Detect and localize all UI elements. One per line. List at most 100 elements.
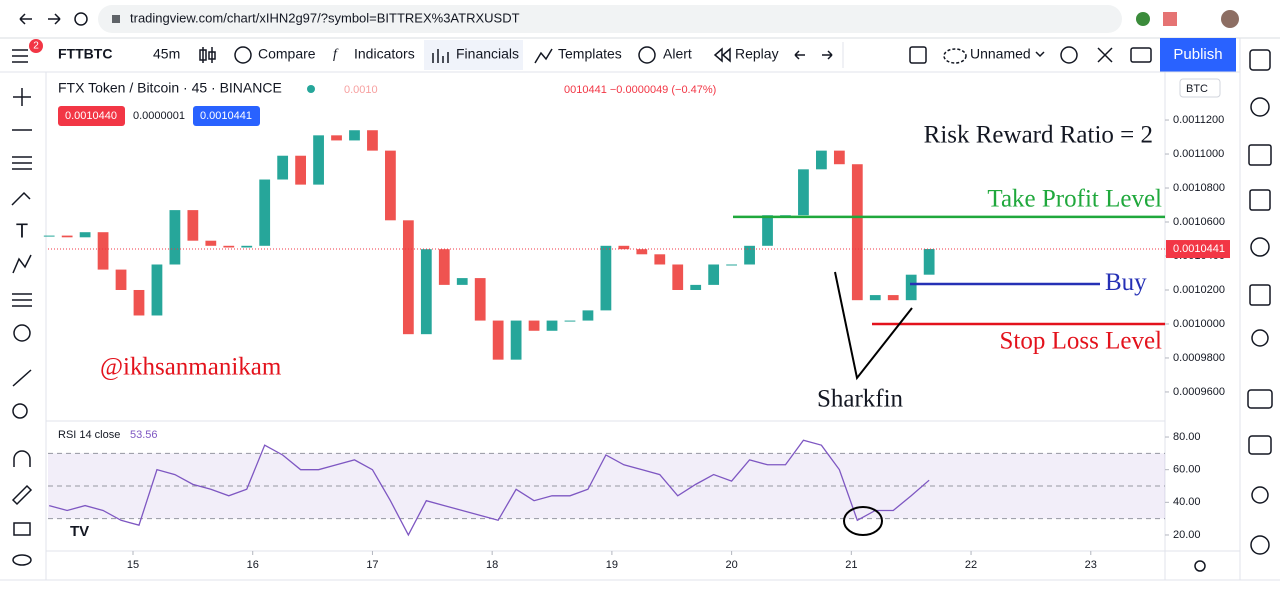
chats-button[interactable] (1247, 389, 1273, 409)
candle (887, 295, 899, 301)
y-tick-label: 0.0010800 (1173, 182, 1225, 194)
streams-button[interactable] (1251, 486, 1269, 504)
candle (851, 164, 863, 301)
y-tick-label: 0.0010200 (1173, 284, 1225, 296)
publish-button[interactable]: Publish (1173, 46, 1222, 63)
alert-button[interactable]: Alert (663, 46, 692, 62)
candle (582, 310, 594, 321)
indicators-button[interactable]: Indicators (354, 46, 415, 62)
top-toolbar: 2 FTTBTC 45m Compare f Indicators Financ… (12, 38, 1236, 72)
snapshot-button[interactable] (1130, 47, 1152, 63)
lock-icon (112, 15, 120, 23)
candle (833, 150, 845, 165)
candle (313, 135, 324, 185)
y-tick-label: 0.0009800 (1173, 352, 1225, 364)
replay-icon (713, 47, 731, 63)
y-tick-label: 60.00 (1173, 464, 1201, 476)
profile-icon[interactable] (1221, 10, 1239, 28)
layout-button[interactable] (909, 46, 927, 64)
financials-button[interactable]: Financials (456, 46, 519, 62)
layout-name[interactable]: Unnamed (970, 46, 1031, 62)
templates-button[interactable]: Templates (558, 46, 622, 62)
text-tool[interactable]: T (16, 220, 28, 242)
magnet-tool[interactable] (13, 450, 31, 467)
publish-bg[interactable] (1160, 38, 1236, 72)
address-bar[interactable] (98, 5, 1122, 33)
rsi-value: 53.56 (130, 429, 158, 441)
undo-button[interactable] (794, 50, 805, 60)
level-label: Stop Loss Level (1000, 328, 1163, 355)
author-note: @ikhsanmanikam (100, 354, 282, 381)
fib-tool[interactable] (12, 156, 32, 170)
candle (223, 245, 235, 248)
y-tick-label: 20.00 (1173, 529, 1201, 541)
pattern-tool[interactable] (12, 254, 32, 274)
hotlist-button[interactable] (1250, 237, 1270, 257)
candle (151, 264, 163, 316)
back-button[interactable] (19, 13, 32, 25)
compare-button[interactable]: Compare (258, 46, 316, 62)
hide-tool[interactable] (12, 554, 32, 566)
settings-button[interactable] (1060, 46, 1078, 64)
fullscreen-button[interactable] (1097, 47, 1113, 63)
candle (618, 245, 630, 250)
indicators-icon: f (333, 47, 339, 62)
badge (29, 39, 43, 53)
extension-icon[interactable] (1136, 12, 1150, 26)
reload-button[interactable] (74, 12, 88, 26)
candle (528, 320, 540, 331)
watchlist-button[interactable] (1249, 49, 1271, 71)
cloud-icon (943, 48, 967, 64)
sell-button[interactable] (58, 106, 125, 126)
bid-price: 0.0010440 (65, 110, 117, 122)
zoom-tool[interactable] (12, 403, 28, 419)
chart-type-button[interactable] (199, 47, 216, 63)
axis-settings[interactable] (1194, 560, 1206, 572)
right-sidebar (1239, 38, 1273, 580)
data-window-button[interactable] (1249, 189, 1271, 211)
buy-button[interactable] (193, 106, 260, 126)
messages-button[interactable] (1248, 435, 1272, 455)
measure-tool[interactable] (12, 369, 32, 387)
symbol-button[interactable]: FTTBTC (58, 46, 112, 62)
series-title: FTX Token / Bitcoin · 45 · BINANCE (58, 80, 282, 96)
forward-button[interactable] (48, 13, 61, 25)
currency-select[interactable] (1179, 78, 1221, 98)
extension-icon[interactable] (1163, 12, 1177, 26)
ohlc-faded: 0.0010 (344, 84, 378, 96)
candle (869, 295, 881, 301)
tv-logo: TV (70, 523, 89, 540)
candle (510, 320, 522, 360)
candle (61, 235, 73, 238)
candle (762, 215, 773, 246)
layout-menu[interactable] (1035, 51, 1045, 58)
menu-button[interactable] (12, 49, 28, 63)
candle (690, 284, 702, 290)
candle (331, 135, 342, 141)
redo-button[interactable] (822, 50, 833, 60)
calendar-button[interactable] (1249, 284, 1271, 306)
last-price-tag (1166, 240, 1230, 259)
badge-count: 2 (33, 41, 39, 52)
help-button[interactable] (1250, 535, 1270, 555)
icon-tool[interactable] (13, 324, 31, 342)
draw-mode[interactable] (11, 484, 33, 506)
alerts-button[interactable] (1250, 97, 1270, 117)
currency: BTC (1186, 83, 1208, 95)
x-tick-label: 18 (486, 559, 498, 571)
lock-tool[interactable] (13, 522, 31, 536)
interval-button[interactable]: 45m (153, 46, 180, 62)
ideas-button[interactable] (1251, 329, 1269, 347)
crosshair-tool[interactable] (13, 88, 31, 106)
level-label: Take Profit Level (987, 186, 1162, 213)
brush-tool[interactable] (11, 191, 31, 206)
prediction-tool[interactable] (12, 293, 32, 307)
risk-reward-note: Risk Reward Ratio = 2 (924, 122, 1153, 149)
url: tradingview.com/chart/xIHN2g97/?symbol=B… (130, 10, 520, 25)
y-tick-label: 80.00 (1173, 431, 1201, 443)
rsi-circle (843, 506, 883, 536)
candle (672, 264, 684, 290)
news-button[interactable] (1248, 144, 1272, 166)
replay-button[interactable]: Replay (735, 46, 779, 62)
